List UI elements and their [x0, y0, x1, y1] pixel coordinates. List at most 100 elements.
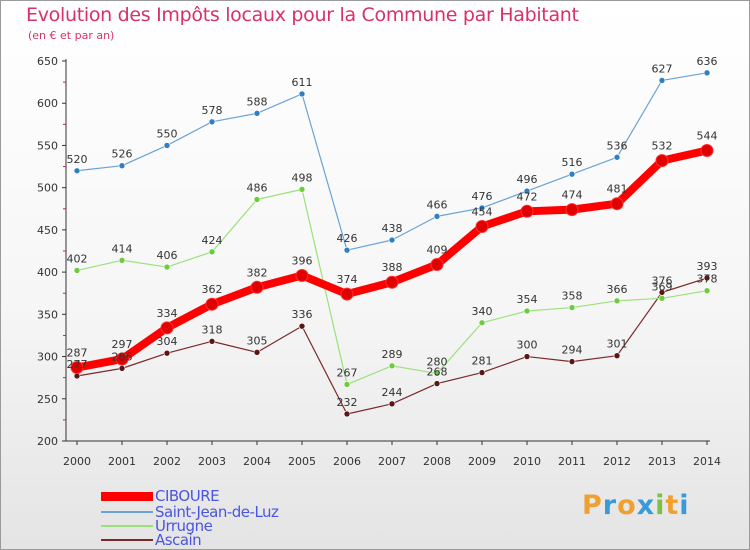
data-label-saint-jean-de-luz-2002: 550	[157, 127, 178, 140]
data-point-urrugne-2014	[703, 287, 711, 294]
data-point-ascain-2014	[703, 274, 711, 282]
legend-entry-urrugne: Urrugne	[101, 517, 213, 535]
legend-swatch-ciboure	[101, 491, 153, 501]
data-label-urrugne-2006: 267	[337, 366, 358, 379]
data-point-saint-jean-de-luz-2006	[343, 246, 351, 254]
data-label-ascain-2007: 244	[382, 386, 403, 399]
data-point-ascain-2011	[568, 358, 576, 365]
data-label-ciboure-2010: 472	[517, 190, 538, 203]
y-tick-label-350: 350	[37, 308, 58, 321]
chart-subtitle: (en € et par an)	[28, 29, 115, 42]
data-point-ciboure-2010	[520, 204, 534, 218]
data-label-ciboure-2013: 532	[652, 140, 673, 153]
data-point-saint-jean-de-luz-2002	[163, 142, 171, 149]
legend-swatch-saint-jean-de-luz	[101, 511, 153, 513]
data-point-ascain-2002	[163, 349, 171, 357]
data-label-saint-jean-de-luz-2004: 588	[247, 95, 268, 108]
data-point-ascain-2003	[208, 338, 216, 345]
x-tick-label-2007: 2007	[378, 455, 406, 468]
data-point-urrugne-2009	[478, 319, 486, 327]
data-label-ascain-2011: 294	[562, 344, 583, 357]
x-tick-label-2004: 2004	[243, 455, 271, 468]
data-label-urrugne-2010: 354	[517, 293, 538, 306]
data-point-ciboure-2004	[250, 280, 264, 294]
logo-letter: x	[636, 490, 656, 521]
data-label-ciboure-2011: 474	[562, 189, 583, 202]
data-label-ciboure-2005: 396	[292, 254, 313, 267]
data-point-ciboure-2012	[610, 197, 624, 211]
data-label-ascain-2004: 305	[247, 334, 268, 347]
data-point-urrugne-2002	[163, 263, 171, 271]
data-label-saint-jean-de-luz-2006: 426	[337, 232, 358, 245]
data-point-saint-jean-de-luz-2001	[118, 162, 126, 170]
data-point-ciboure-2013	[655, 154, 669, 168]
data-point-saint-jean-de-luz-2011	[568, 170, 576, 178]
data-label-ascain-2009: 281	[472, 355, 493, 368]
data-label-ascain-2012: 301	[607, 338, 628, 351]
data-label-saint-jean-de-luz-2000: 520	[67, 153, 88, 166]
data-label-urrugne-2002: 406	[157, 249, 178, 262]
data-point-ciboure-2003	[205, 297, 219, 311]
data-label-ascain-2003: 318	[202, 323, 223, 336]
data-point-saint-jean-de-luz-2012	[613, 153, 621, 161]
legend-label-urrugne: Urrugne	[155, 517, 213, 535]
data-point-ascain-2004	[253, 349, 261, 356]
data-label-saint-jean-de-luz-2008: 466	[427, 198, 448, 211]
data-point-saint-jean-de-luz-2005	[298, 90, 306, 98]
logo-letter: o	[617, 490, 637, 521]
data-label-urrugne-2007: 289	[382, 348, 403, 361]
data-point-saint-jean-de-luz-2004	[253, 110, 261, 117]
data-point-ascain-2012	[613, 352, 621, 360]
x-tick-label-2011: 2011	[558, 455, 586, 468]
data-point-ciboure-2001	[115, 352, 129, 366]
data-label-urrugne-2009: 340	[472, 305, 493, 318]
data-point-ciboure-2014	[700, 144, 714, 158]
data-label-ascain-2002: 304	[157, 335, 178, 348]
data-point-ascain-2010	[523, 353, 531, 360]
legend-swatch-ascain	[101, 539, 153, 541]
chart-title: Evolution des Impôts locaux pour la Comm…	[26, 4, 579, 26]
data-label-saint-jean-de-luz-2010: 496	[517, 173, 538, 186]
x-tick-label-2010: 2010	[513, 455, 541, 468]
data-label-urrugne-2011: 358	[562, 290, 583, 303]
x-tick-label-2001: 2001	[108, 455, 136, 468]
data-label-ascain-2014: 393	[697, 260, 718, 273]
data-label-urrugne-2001: 414	[112, 242, 133, 255]
data-point-saint-jean-de-luz-2013	[658, 77, 666, 84]
logo-letter: P	[582, 490, 603, 521]
legend-entry-saint-jean-de-luz: Saint-Jean-de-Luz	[101, 503, 279, 521]
data-label-saint-jean-de-luz-2009: 476	[472, 190, 493, 203]
legend-entry-ciboure: CIBOURE	[101, 487, 220, 505]
data-label-ciboure-2014: 544	[697, 130, 718, 143]
data-label-ascain-2008: 268	[427, 366, 448, 379]
data-label-urrugne-2014: 378	[697, 273, 718, 286]
legend-swatch-urrugne	[101, 525, 153, 527]
data-point-urrugne-2006	[343, 381, 351, 388]
data-point-urrugne-2007	[388, 362, 396, 370]
legend-label-ascain: Ascain	[155, 531, 202, 549]
data-point-urrugne-2005	[298, 186, 306, 193]
data-point-urrugne-2004	[253, 196, 261, 203]
data-point-ascain-2008	[433, 380, 441, 387]
data-point-ciboure-2006	[340, 287, 354, 301]
data-point-saint-jean-de-luz-2007	[388, 236, 396, 244]
data-label-urrugne-2012: 366	[607, 283, 628, 296]
data-label-ascain-2001: 286	[112, 350, 133, 363]
y-tick-label-300: 300	[37, 351, 58, 364]
data-point-saint-jean-de-luz-2010	[523, 187, 531, 195]
data-point-saint-jean-de-luz-2014	[703, 69, 711, 77]
logo-letter: i	[655, 490, 666, 521]
data-point-saint-jean-de-luz-2003	[208, 118, 216, 126]
data-label-urrugne-2008: 280	[427, 355, 448, 368]
y-tick-label-450: 450	[37, 224, 58, 237]
data-label-urrugne-2004: 486	[247, 181, 268, 194]
x-tick-label-2008: 2008	[423, 455, 451, 468]
data-label-ascain-2000: 277	[67, 358, 88, 371]
data-label-ascain-2005: 336	[292, 308, 313, 321]
data-label-ciboure-2004: 382	[247, 266, 268, 279]
x-tick-label-2000: 2000	[63, 455, 91, 468]
data-point-urrugne-2011	[568, 304, 576, 311]
data-point-urrugne-2000	[73, 267, 81, 274]
